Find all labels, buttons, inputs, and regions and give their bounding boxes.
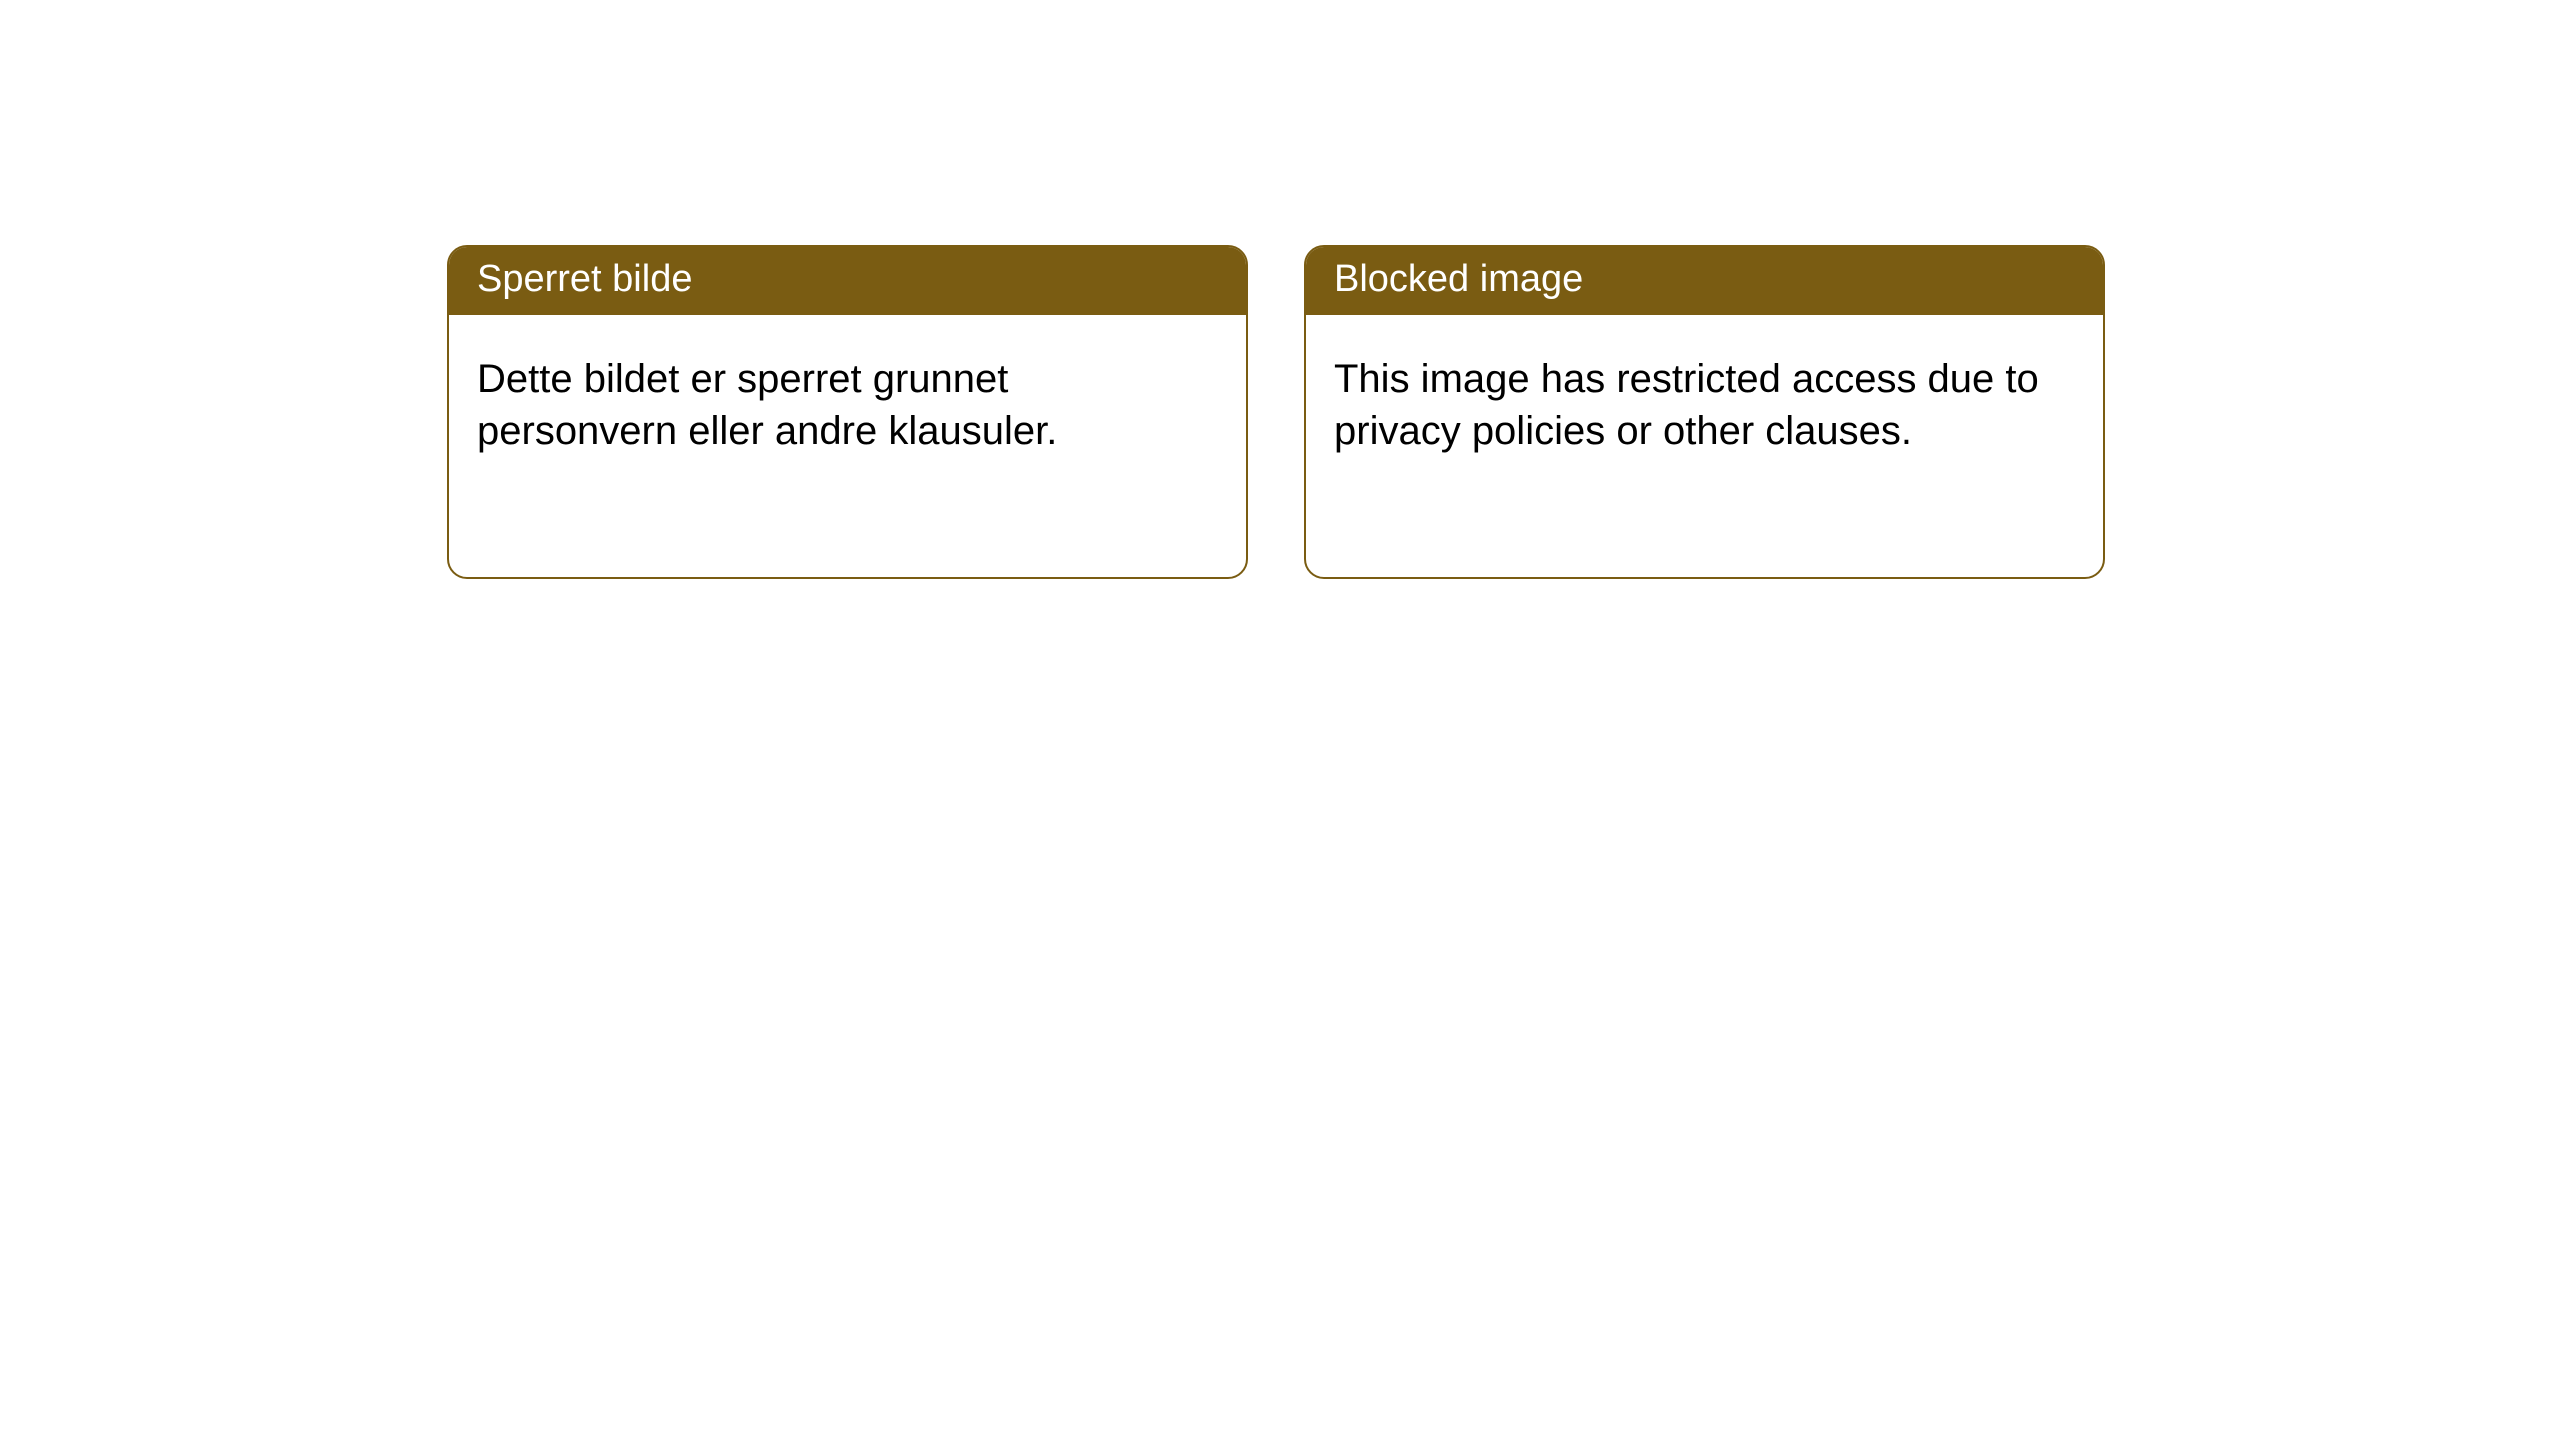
card-body: This image has restricted access due to … [1306, 315, 2103, 487]
card-body: Dette bildet er sperret grunnet personve… [449, 315, 1246, 487]
card-header: Blocked image [1306, 247, 2103, 315]
notice-card-norwegian: Sperret bilde Dette bildet er sperret gr… [447, 245, 1248, 579]
notice-container: Sperret bilde Dette bildet er sperret gr… [0, 0, 2560, 579]
card-header: Sperret bilde [449, 247, 1246, 315]
notice-card-english: Blocked image This image has restricted … [1304, 245, 2105, 579]
